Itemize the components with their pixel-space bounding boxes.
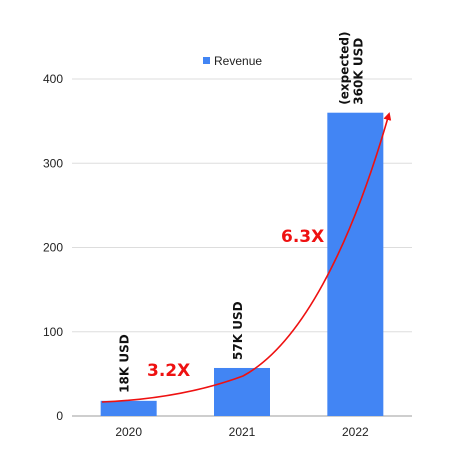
data-label-2020: 18K USD bbox=[118, 334, 132, 393]
legend-swatch-revenue bbox=[203, 57, 210, 64]
data-label-2021: 57K USD bbox=[231, 301, 245, 360]
legend-label-revenue: Revenue bbox=[214, 54, 262, 68]
bar-2021 bbox=[214, 367, 270, 416]
growth-label-2022: 6.3X bbox=[281, 227, 324, 247]
bar-2020 bbox=[100, 400, 157, 416]
bars bbox=[100, 112, 384, 416]
x-tick-label-2020: 2020 bbox=[115, 425, 142, 439]
y-tick-label: 200 bbox=[43, 241, 63, 255]
y-tick-label: 400 bbox=[43, 72, 63, 86]
legend: Revenue bbox=[203, 54, 262, 68]
x-tick-label-2021: 2021 bbox=[229, 425, 256, 439]
data-labels: 18K USD 57K USD 360K USD(expected) bbox=[118, 32, 366, 393]
data-label-2022-line-2: (expected) bbox=[337, 32, 351, 105]
y-axis-tick-labels: 0 100 200 300 400 bbox=[43, 72, 63, 423]
x-tick-label-2022: 2022 bbox=[342, 425, 369, 439]
x-axis-tick-labels: 2020 2021 2022 bbox=[115, 425, 369, 439]
growth-trend-arrow bbox=[101, 112, 392, 403]
growth-annotations: 3.2X 6.3X bbox=[101, 112, 392, 403]
y-tick-label: 300 bbox=[43, 156, 63, 170]
data-label-2022-line-1: 360K USD bbox=[351, 38, 365, 105]
y-tick-label: 0 bbox=[56, 409, 63, 423]
y-tick-label: 100 bbox=[43, 325, 63, 339]
growth-label-2021: 3.2X bbox=[147, 361, 190, 381]
